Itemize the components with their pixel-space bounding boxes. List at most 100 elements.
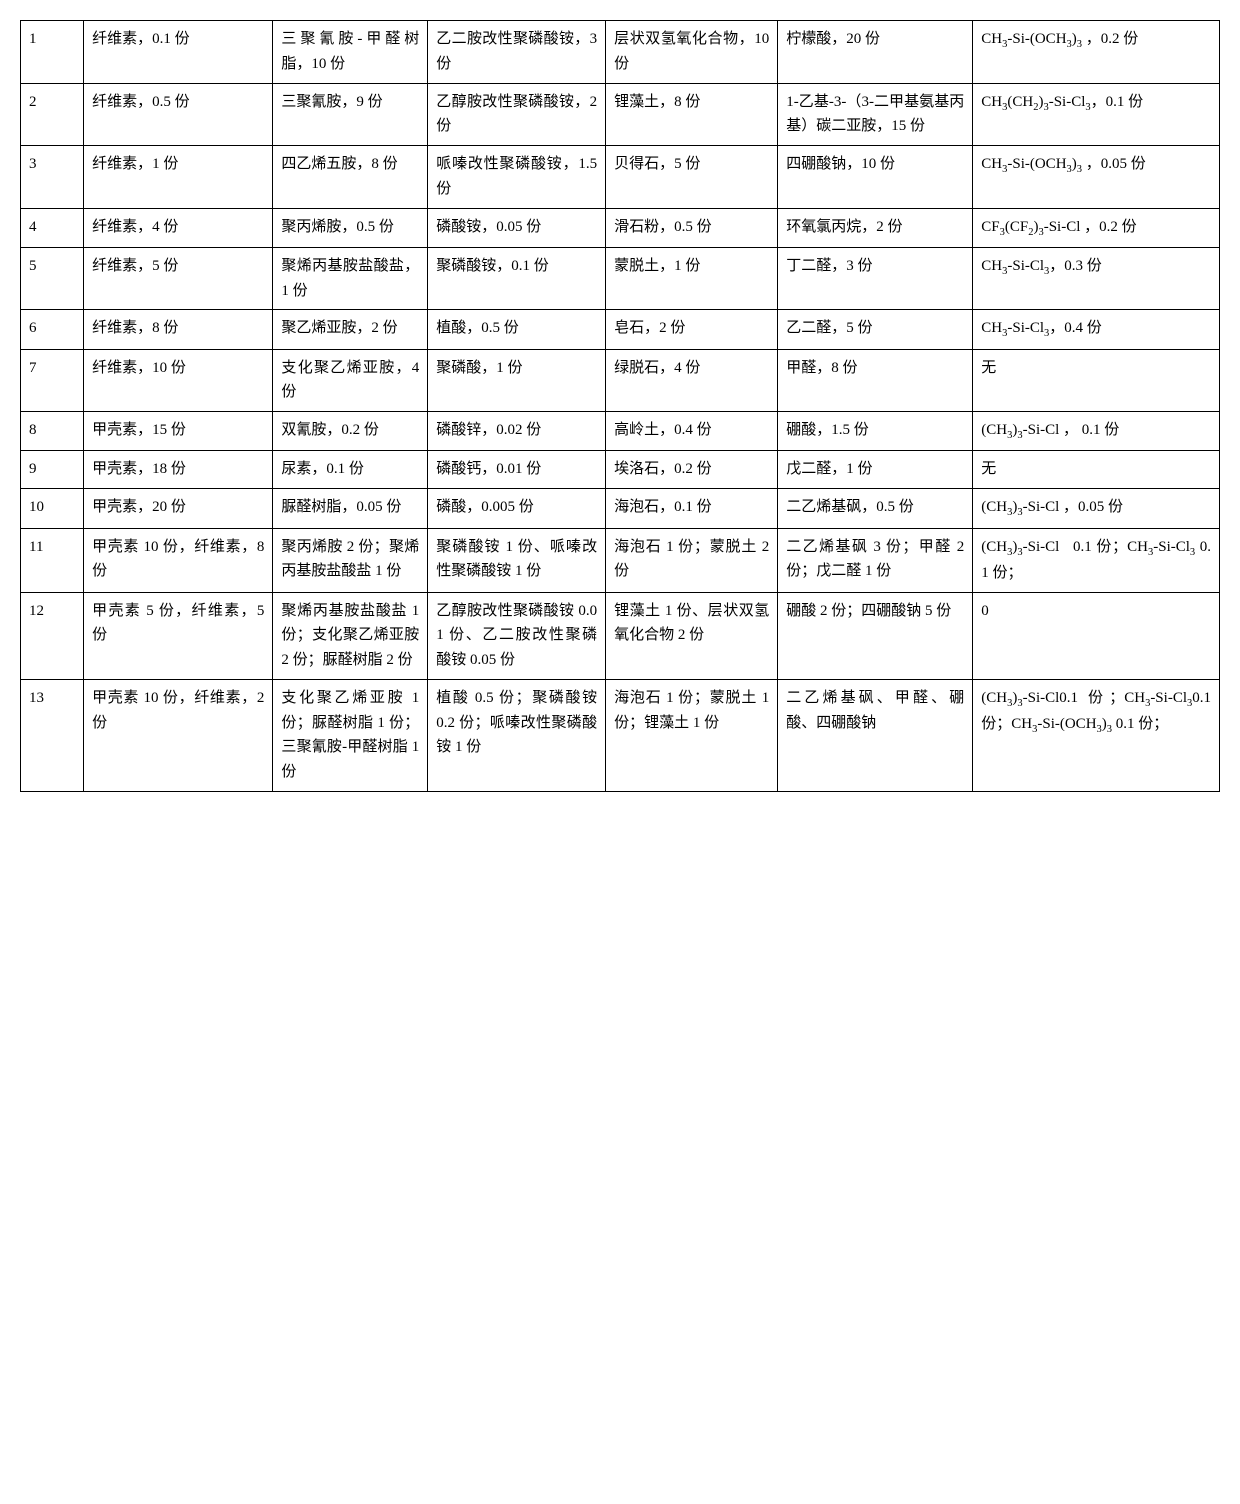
table-cell: CH3-Si-(OCH3)3 ，0.05 份	[973, 146, 1220, 209]
table-cell: 8	[21, 412, 84, 451]
table-cell: 环氧氯丙烷，2 份	[778, 208, 973, 247]
table-cell: 聚烯丙基胺盐酸盐 1 份；支化聚乙烯亚胺 2 份；脲醛树脂 2 份	[273, 592, 428, 679]
table-row: 1纤维素，0.1 份三聚氰胺-甲醛树脂，10 份乙二胺改性聚磷酸铵，3 份层状双…	[21, 21, 1220, 84]
table-cell: CF3(CF2)3-Si-Cl ，0.2 份	[973, 208, 1220, 247]
table-cell: 锂藻土，8 份	[606, 83, 778, 146]
table-row: 4纤维素，4 份聚丙烯胺，0.5 份磷酸铵，0.05 份滑石粉，0.5 份环氧氯…	[21, 208, 1220, 247]
table-cell: 植酸 0.5 份；聚磷酸铵 0.2 份；哌嗪改性聚磷酸铵 1 份	[428, 679, 606, 791]
table-cell: 纤维素，5 份	[84, 247, 273, 310]
table-cell: 0	[973, 592, 1220, 679]
table-cell: 甲壳素，15 份	[84, 412, 273, 451]
table-cell: 绿脱石，4 份	[606, 349, 778, 412]
table-cell: 埃洛石，0.2 份	[606, 451, 778, 489]
table-row: 11甲壳素 10 份，纤维素，8 份聚丙烯胺 2 份；聚烯丙基胺盐酸盐 1 份聚…	[21, 528, 1220, 592]
table-cell: 高岭土，0.4 份	[606, 412, 778, 451]
table-cell: 磷酸铵，0.05 份	[428, 208, 606, 247]
table-cell: (CH3)3-Si-Cl0.1 份；CH3-Si-Cl30.1 份；CH3-Si…	[973, 679, 1220, 791]
table-cell: 甲壳素，18 份	[84, 451, 273, 489]
table-row: 13甲壳素 10 份，纤维素，2 份支化聚乙烯亚胺 1 份；脲醛树脂 1 份；三…	[21, 679, 1220, 791]
table-cell: 3	[21, 146, 84, 209]
table-cell: 1-乙基-3-（3-二甲基氨基丙基）碳二亚胺，15 份	[778, 83, 973, 146]
table-cell: 双氰胺，0.2 份	[273, 412, 428, 451]
table-cell: 四硼酸钠，10 份	[778, 146, 973, 209]
table-cell: 皂石，2 份	[606, 310, 778, 349]
table-cell: 二乙烯基砜、甲醛、硼酸、四硼酸钠	[778, 679, 973, 791]
table-cell: 无	[973, 349, 1220, 412]
table-cell: 10	[21, 489, 84, 528]
table-cell: 脲醛树脂，0.05 份	[273, 489, 428, 528]
table-cell: 锂藻土 1 份、层状双氢氧化合物 2 份	[606, 592, 778, 679]
table-row: 7纤维素，10 份支化聚乙烯亚胺，4 份聚磷酸，1 份绿脱石，4 份甲醛，8 份…	[21, 349, 1220, 412]
table-cell: 乙醇胺改性聚磷酸铵，2 份	[428, 83, 606, 146]
table-cell: CH3-Si-(OCH3)3 ，0.2 份	[973, 21, 1220, 84]
table-cell: 磷酸钙，0.01 份	[428, 451, 606, 489]
table-cell: 乙醇胺改性聚磷酸铵 0.01 份、乙二胺改性聚磷酸铵 0.05 份	[428, 592, 606, 679]
table-cell: 纤维素，10 份	[84, 349, 273, 412]
table-cell: 柠檬酸，20 份	[778, 21, 973, 84]
table-cell: 甲壳素 10 份，纤维素，2 份	[84, 679, 273, 791]
table-row: 2纤维素，0.5 份三聚氰胺，9 份乙醇胺改性聚磷酸铵，2 份锂藻土，8 份1-…	[21, 83, 1220, 146]
table-row: 3纤维素，1 份四乙烯五胺，8 份哌嗪改性聚磷酸铵，1.5 份贝得石，5 份四硼…	[21, 146, 1220, 209]
table-cell: 尿素，0.1 份	[273, 451, 428, 489]
table-cell: 纤维素，0.1 份	[84, 21, 273, 84]
table-cell: 甲醛，8 份	[778, 349, 973, 412]
table-cell: 6	[21, 310, 84, 349]
table-cell: 聚烯丙基胺盐酸盐，1 份	[273, 247, 428, 310]
table-cell: 13	[21, 679, 84, 791]
table-cell: 硼酸 2 份；四硼酸钠 5 份	[778, 592, 973, 679]
table-cell: 海泡石 1 份；蒙脱土 2 份	[606, 528, 778, 592]
table-cell: 12	[21, 592, 84, 679]
table-cell: 贝得石，5 份	[606, 146, 778, 209]
table-cell: 甲壳素 5 份，纤维素，5 份	[84, 592, 273, 679]
table-cell: CH3-Si-Cl3，0.3 份	[973, 247, 1220, 310]
table-cell: 甲壳素 10 份，纤维素，8 份	[84, 528, 273, 592]
table-cell: 磷酸锌，0.02 份	[428, 412, 606, 451]
table-row: 10甲壳素，20 份脲醛树脂，0.05 份磷酸，0.005 份海泡石，0.1 份…	[21, 489, 1220, 528]
table-cell: 哌嗪改性聚磷酸铵，1.5 份	[428, 146, 606, 209]
table-cell: 三聚氰胺-甲醛树脂，10 份	[273, 21, 428, 84]
table-cell: 聚磷酸铵 1 份、哌嗪改性聚磷酸铵 1 份	[428, 528, 606, 592]
table-cell: 1	[21, 21, 84, 84]
table-cell: 二乙烯基砜 3 份；甲醛 2 份；戊二醛 1 份	[778, 528, 973, 592]
table-cell: 纤维素，0.5 份	[84, 83, 273, 146]
table-row: 8甲壳素，15 份双氰胺，0.2 份磷酸锌，0.02 份高岭土，0.4 份硼酸，…	[21, 412, 1220, 451]
table-cell: (CH3)3-Si-Cl ，0.05 份	[973, 489, 1220, 528]
table-cell: 聚丙烯胺 2 份；聚烯丙基胺盐酸盐 1 份	[273, 528, 428, 592]
table-cell: 三聚氰胺，9 份	[273, 83, 428, 146]
table-row: 6纤维素，8 份聚乙烯亚胺，2 份植酸，0.5 份皂石，2 份乙二醛，5 份CH…	[21, 310, 1220, 349]
table-cell: 2	[21, 83, 84, 146]
table-cell: 戊二醛，1 份	[778, 451, 973, 489]
table-cell: 5	[21, 247, 84, 310]
table-cell: 甲壳素，20 份	[84, 489, 273, 528]
table-cell: CH3-Si-Cl3，0.4 份	[973, 310, 1220, 349]
table-row: 5纤维素，5 份聚烯丙基胺盐酸盐，1 份聚磷酸铵，0.1 份蒙脱土，1 份丁二醛…	[21, 247, 1220, 310]
table-cell: 四乙烯五胺，8 份	[273, 146, 428, 209]
table-cell: 层状双氢氧化合物，10 份	[606, 21, 778, 84]
table-row: 9甲壳素，18 份尿素，0.1 份磷酸钙，0.01 份埃洛石，0.2 份戊二醛，…	[21, 451, 1220, 489]
table-cell: 11	[21, 528, 84, 592]
table-cell: 聚乙烯亚胺，2 份	[273, 310, 428, 349]
table-cell: 聚丙烯胺，0.5 份	[273, 208, 428, 247]
table-cell: 支化聚乙烯亚胺，4 份	[273, 349, 428, 412]
table-cell: 聚磷酸，1 份	[428, 349, 606, 412]
table-body: 1纤维素，0.1 份三聚氰胺-甲醛树脂，10 份乙二胺改性聚磷酸铵，3 份层状双…	[21, 21, 1220, 792]
table-cell: 4	[21, 208, 84, 247]
table-cell: 磷酸，0.005 份	[428, 489, 606, 528]
table-cell: 支化聚乙烯亚胺 1 份；脲醛树脂 1 份；三聚氰胺-甲醛树脂 1 份	[273, 679, 428, 791]
table-cell: 纤维素，1 份	[84, 146, 273, 209]
table-cell: 纤维素，4 份	[84, 208, 273, 247]
table-cell: 纤维素，8 份	[84, 310, 273, 349]
table-cell: 滑石粉，0.5 份	[606, 208, 778, 247]
table-cell: 丁二醛，3 份	[778, 247, 973, 310]
table-cell: 9	[21, 451, 84, 489]
table-cell: 蒙脱土，1 份	[606, 247, 778, 310]
composition-table: 1纤维素，0.1 份三聚氰胺-甲醛树脂，10 份乙二胺改性聚磷酸铵，3 份层状双…	[20, 20, 1220, 792]
table-cell: 聚磷酸铵，0.1 份	[428, 247, 606, 310]
table-cell: 植酸，0.5 份	[428, 310, 606, 349]
table-cell: 硼酸，1.5 份	[778, 412, 973, 451]
table-cell: 二乙烯基砜，0.5 份	[778, 489, 973, 528]
table-cell: CH3(CH2)3-Si-Cl3，0.1 份	[973, 83, 1220, 146]
table-cell: (CH3)3-Si-Cl ， 0.1 份	[973, 412, 1220, 451]
table-cell: 无	[973, 451, 1220, 489]
table-cell: 海泡石，0.1 份	[606, 489, 778, 528]
